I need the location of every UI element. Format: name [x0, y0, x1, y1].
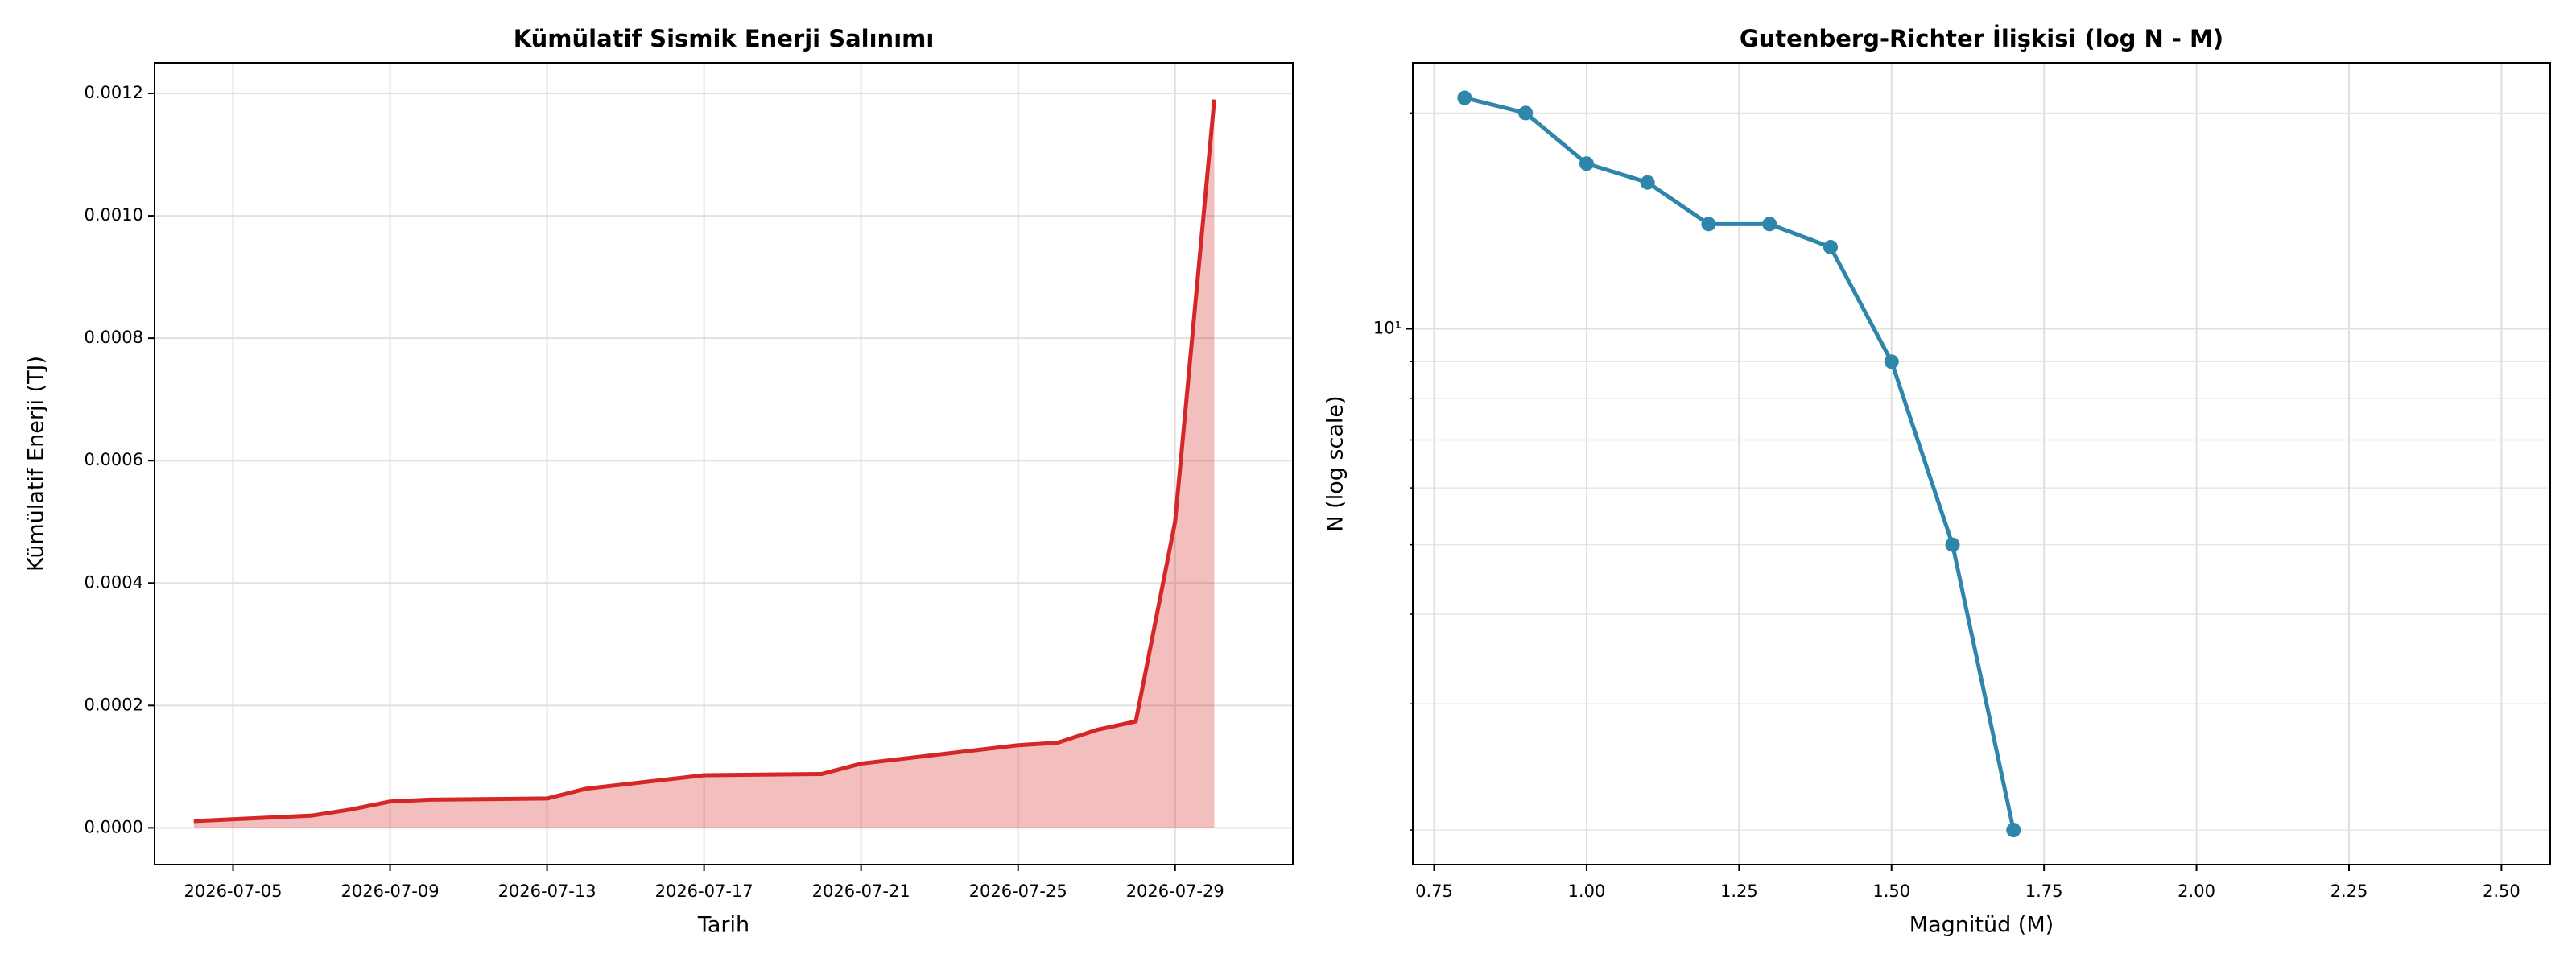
marker — [1518, 105, 1534, 121]
line — [193, 99, 1216, 824]
y-tick-label: 0.0004 — [85, 572, 143, 592]
x-axis-label: Magnitüd (M) — [1909, 913, 2054, 938]
chart-title: Kümülatif Sismik Enerji Salınımı — [514, 25, 935, 52]
marker — [1945, 537, 1960, 552]
y-tick-label: 0.0002 — [85, 695, 143, 714]
x-tick-label: 0.75 — [1415, 881, 1453, 901]
y-tick-label: 10¹ — [1373, 319, 1402, 338]
x-tick-label: 2.00 — [2178, 881, 2215, 901]
x-tick-label: 1.00 — [1568, 881, 1606, 901]
marker — [1457, 90, 1472, 105]
x-tick-label: 2026-07-13 — [498, 881, 597, 901]
x-axis-label: Tarih — [697, 913, 749, 938]
x-tick-label: 1.75 — [2025, 881, 2063, 901]
x-tick-label: 2026-07-09 — [341, 881, 440, 901]
y-tick-label: 0.0008 — [85, 328, 143, 347]
x-tick-label: 1.25 — [1720, 881, 1758, 901]
y-tick-label: 0.0012 — [85, 83, 143, 102]
marker — [1823, 240, 1838, 255]
axes-frame — [1412, 62, 2551, 865]
x-tick-label: 2026-07-29 — [1126, 881, 1224, 901]
x-tick-label: 2026-07-25 — [969, 881, 1067, 901]
y-axis-label: N (log scale) — [1323, 395, 1348, 531]
marker — [1701, 217, 1716, 232]
plot-area — [193, 99, 1216, 828]
plot-area — [1457, 90, 2021, 838]
y-axis-label: Kümülatif Enerji (TJ) — [24, 356, 49, 572]
y-tick-label: 0.0010 — [85, 205, 143, 225]
area — [193, 99, 1215, 828]
x-tick-label: 2026-07-17 — [655, 881, 753, 901]
axes-frame — [154, 62, 1294, 865]
x-tick-label: 2.25 — [2330, 881, 2368, 901]
x-tick-label: 1.50 — [1872, 881, 1910, 901]
line — [1463, 96, 2016, 831]
y-tick-label: 0.0000 — [85, 817, 143, 836]
x-tick-label: 2026-07-21 — [812, 881, 910, 901]
marker — [1884, 354, 1899, 369]
marker — [1640, 175, 1655, 190]
chart-title: Gutenberg-Richter İlişkisi (log N - M) — [1740, 25, 2223, 52]
x-tick-label: 2.50 — [2483, 881, 2520, 901]
marker — [1762, 217, 1777, 232]
marker — [1579, 156, 1594, 171]
y-tick-label: 0.0006 — [85, 450, 143, 469]
marker — [2006, 823, 2021, 838]
x-tick-label: 2026-07-05 — [184, 881, 282, 901]
